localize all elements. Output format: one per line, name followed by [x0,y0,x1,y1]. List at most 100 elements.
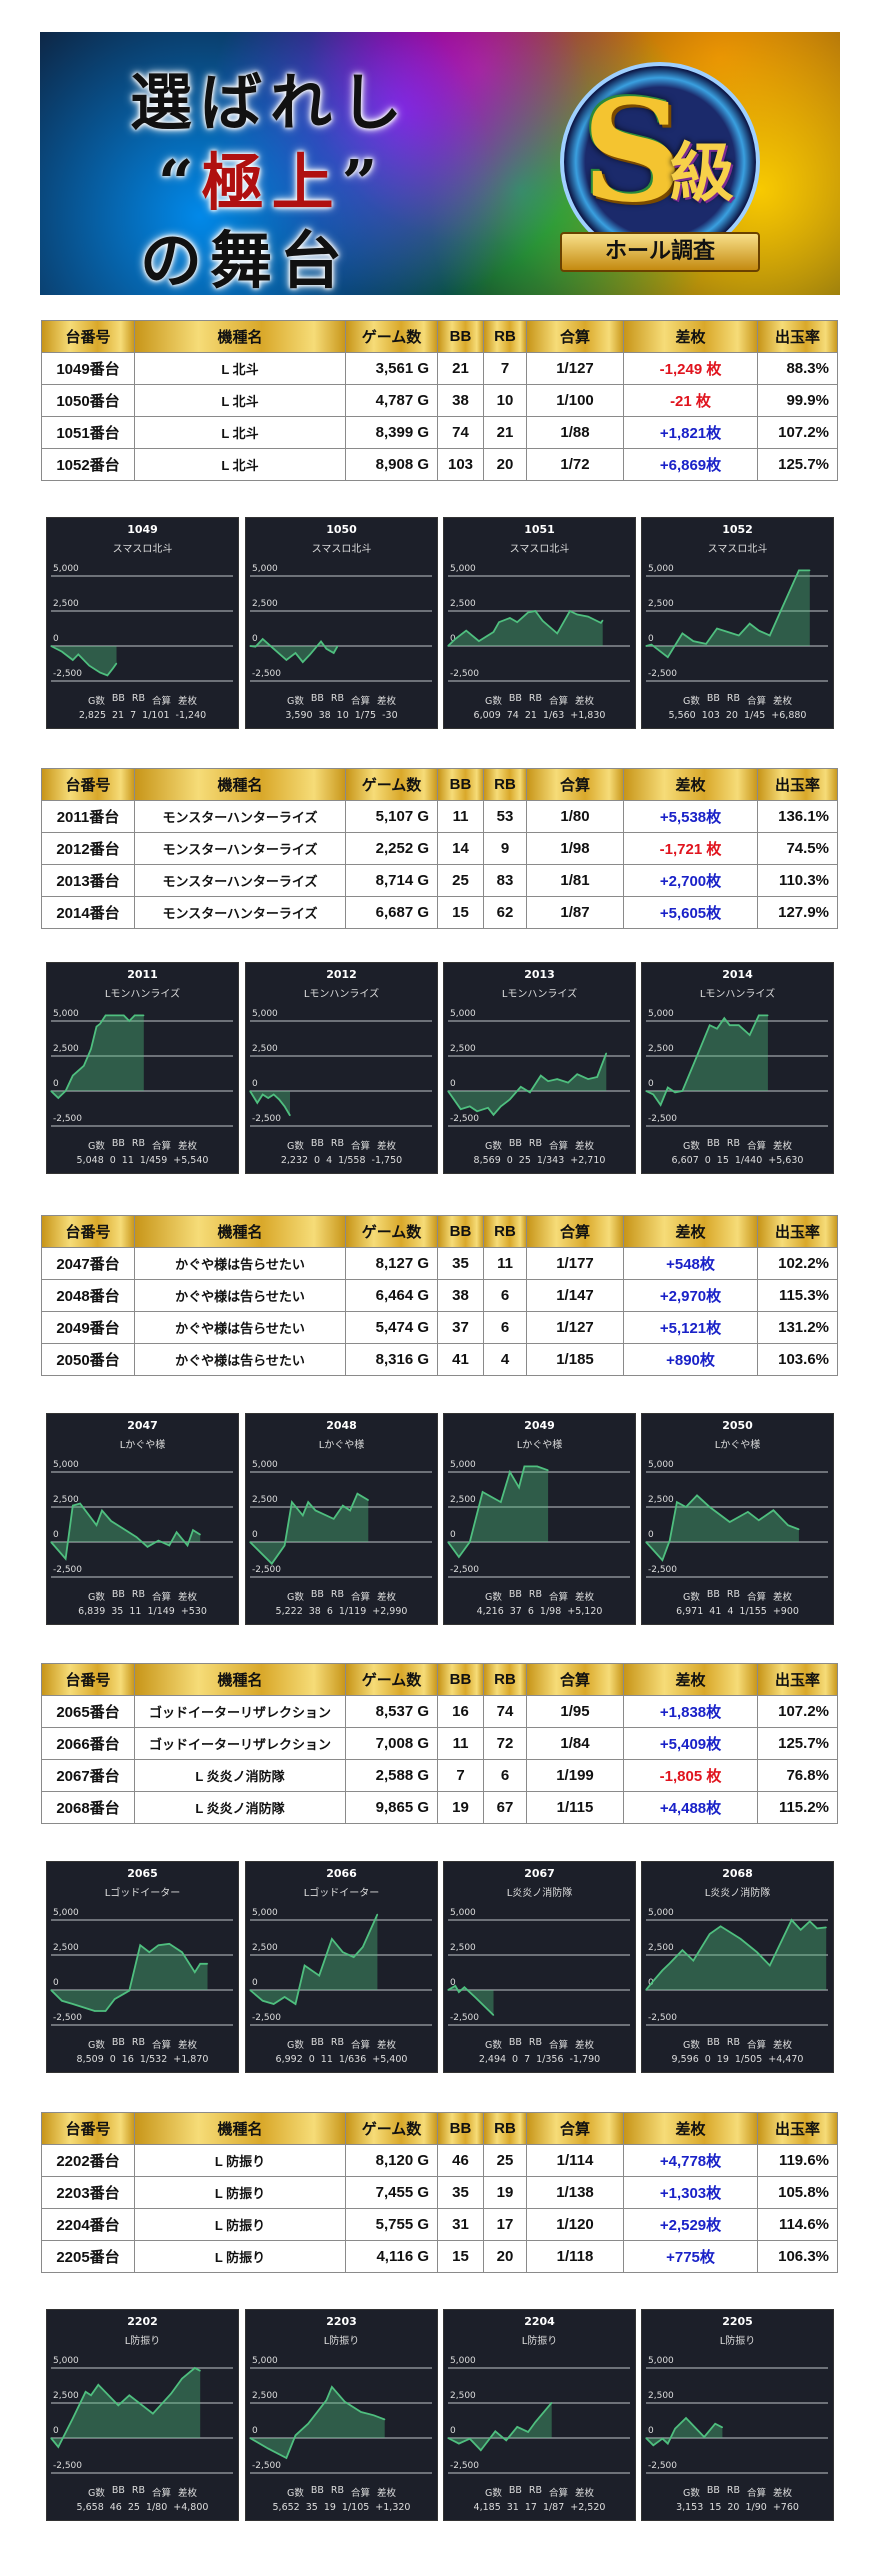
slump-graph-card: 5,000 2,500 0 -2,500 2011 Lモンハンライズ G数 BB RB 合算 差枚 5… [46,962,239,1174]
stat-label: 差枚 [377,1592,397,1603]
stat-values: 3,153 15 20 1/90 +760 [642,2502,833,2513]
graph-machine-name: L防振り [521,2336,558,2347]
data-point [168,1943,170,1945]
data-point [447,2437,449,2439]
stat-value: +1,870 [173,2054,209,2065]
stat-label: 合算 [549,1141,569,1152]
stat-value: 4 [727,1606,734,1617]
graph-machine-name: Lかぐや様 [714,1440,761,1451]
data-point [476,1110,478,1112]
graph-unit-number: 2068 [722,1867,753,1880]
graph-unit-number: 2014 [722,968,753,981]
data-point [262,2000,264,2002]
stat-label: 合算 [152,1592,172,1603]
data-point [660,1104,662,1106]
column-header: 合算 [526,2112,624,2145]
data-point [685,2417,687,2419]
data-point [556,1078,558,1080]
stat-value: 20 [727,2502,740,2513]
cell-machine: かぐや様は告らせたい [134,1343,346,1376]
stat-label: 合算 [747,1592,767,1603]
y-tick-label: 2,500 [648,1495,674,1505]
data-point [509,617,511,619]
column-header: 合算 [526,1215,624,1248]
data-point [458,1556,460,1558]
stat-labels: G数 BB RB 合算 差枚 [47,1138,238,1152]
stat-label: BB [111,2485,125,2496]
data-point [650,644,653,646]
stat-value: 4,216 [476,1606,504,1617]
stat-value: 6,971 [676,1606,704,1617]
table-row: 1050番台 L 北斗 4,787 G 38 10 1/100 -21 枚 99.9% [41,384,838,417]
data-point [576,613,578,616]
column-header: 機種名 [134,768,346,801]
slump-graph: 5,000 2,500 0 -2,500 [447,564,630,682]
stat-value: 0 [314,1155,321,1166]
series-line [447,1465,549,1559]
data-point [72,1075,74,1077]
stat-value: +1,830 [570,710,606,721]
cell-diff: +6,869枚 [623,448,758,481]
data-point [170,2393,172,2395]
data-point [576,1073,578,1075]
stat-label: BB [111,1589,125,1600]
y-tick-label: -2,500 [53,669,82,679]
stat-value: 9,596 [671,2054,699,2065]
stat-value: 1/119 [338,1606,367,1617]
table-row: 2204番台 L 防振り 5,755 G 31 17 1/120 +2,529枚 114.6% [41,2208,838,2241]
data-point [105,2010,107,2012]
cell-rate: 103.6% [757,1343,838,1376]
data-point [115,662,118,664]
stat-values: 5,658 46 25 1/80 +4,800 [47,2502,238,2513]
stat-label: BB [508,2485,522,2496]
stat-label: 合算 [152,1141,172,1152]
cell-rb: 62 [483,896,527,929]
stat-value: 0 [109,2054,116,2065]
data-point [587,616,589,618]
data-point [681,1949,683,1951]
stat-labels: G数 BB RB 合算 差枚 [642,1138,833,1152]
stat-label: G数 [484,1141,502,1152]
cell-rb: 9 [483,832,527,865]
cell-bb: 37 [437,1311,484,1344]
data-point [674,2428,676,2430]
stat-value: 7 [524,2054,531,2065]
cell-diff: +2,529枚 [623,2208,758,2241]
data-point [516,621,518,623]
data-point [516,2426,518,2428]
y-tick-label: 5,000 [648,1908,674,1918]
data-point [65,1558,67,1560]
data-point [384,2418,386,2421]
y-tick-label: 2,500 [252,1495,278,1505]
graph-machine-name: Lモンハンライズ [699,989,776,1000]
data-point [284,1996,286,1998]
cell-games: 8,399 G [345,416,438,449]
series-area [646,2418,723,2446]
cell-unit: 2203番台 [41,2176,135,2209]
data-point [367,1499,369,1501]
y-tick-label: 5,000 [53,2356,79,2366]
data-point [294,2434,297,2436]
graph-unit-number: 2066 [326,1867,357,1880]
column-header: 台番号 [41,1663,135,1696]
stat-label: RB [726,2037,740,2048]
cell-games: 5,755 G [345,2208,438,2241]
stat-value: 1/532 [139,2054,168,2065]
cell-games: 5,107 G [345,800,438,833]
cell-rate: 88.3% [757,352,838,385]
cell-rate: 136.1% [757,800,838,833]
cell-rb: 10 [483,384,527,417]
data-point [605,1052,607,1054]
graph-machine-name: Lモンハンライズ [501,989,578,1000]
stat-value: +530 [180,1606,207,1617]
stat-values: 5,560 103 20 1/45 +6,880 [642,710,833,721]
stat-value: 5,048 [76,1155,104,1166]
data-point [447,1989,449,1991]
data-point [798,569,800,571]
stat-value: +4,470 [768,2054,804,2065]
cell-bb: 46 [437,2144,484,2177]
y-tick-label: 2,500 [648,2391,674,2401]
slump-graph: 5,000 2,500 0 -2,500 [50,2356,233,2474]
data-point [249,1090,251,1092]
cell-machine: モンスターハンターライズ [134,832,346,865]
